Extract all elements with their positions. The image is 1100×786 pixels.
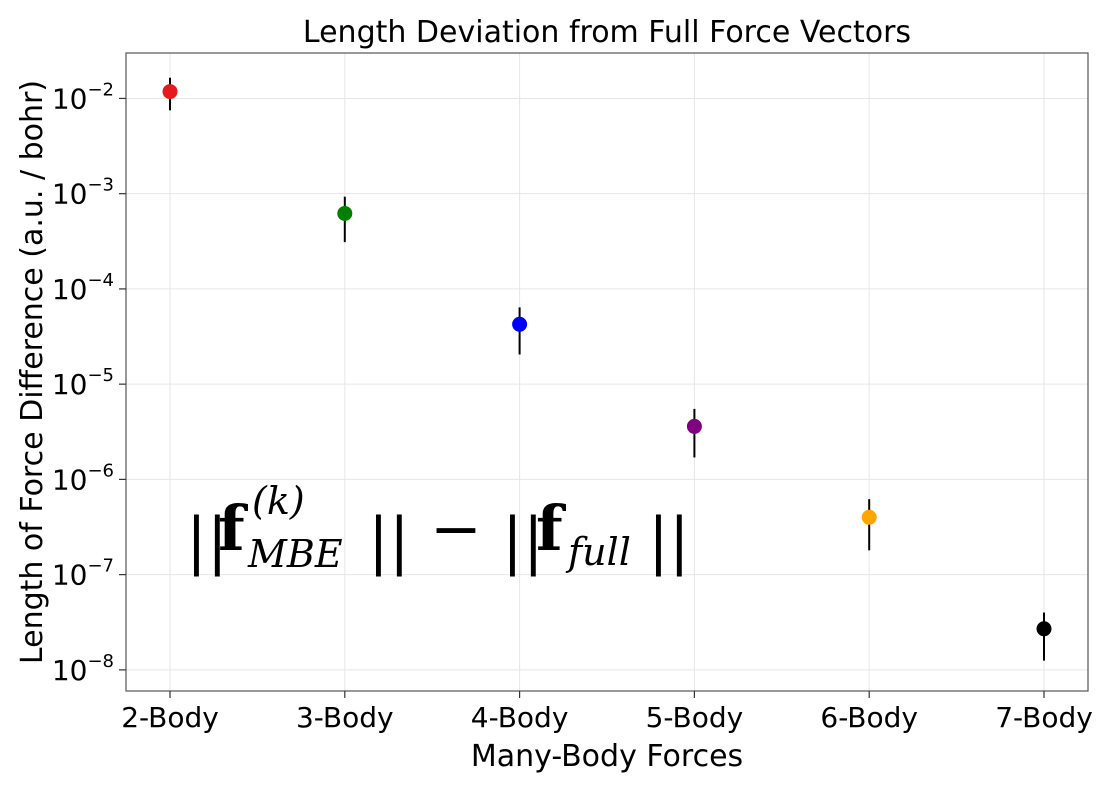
formula-bars-close: ||: [648, 504, 690, 577]
formula-f: f: [218, 492, 248, 565]
y-tick-label: 10−7: [52, 556, 114, 592]
grid: [126, 53, 1088, 691]
x-axis-label: Many-Body Forces: [471, 739, 743, 774]
plot-frame: [125, 52, 1089, 692]
formula-subscript-mbe: MBE: [247, 532, 343, 576]
formula-f-2: f: [536, 492, 566, 565]
y-ticks: 10−2 10−3 10−4 10−5 10−6 10−7 10−8: [52, 79, 126, 687]
x-tick-label: 5-Body: [646, 701, 744, 734]
y-tick-label: 10−3: [52, 175, 114, 211]
y-tick-label: 10−2: [52, 79, 114, 115]
y-tick-label: 10−6: [52, 460, 114, 496]
y-tick-label: 10−4: [52, 270, 114, 306]
x-tick-label: 6-Body: [820, 701, 918, 734]
y-axis-label: Length of Force Difference (a.u. / bohr): [15, 80, 50, 664]
x-tick-label: 7-Body: [995, 701, 1093, 734]
data-point: [1036, 621, 1052, 637]
data-points: [162, 84, 1052, 637]
formula-minus: −: [430, 492, 482, 565]
x-ticks: 2-Body 3-Body 4-Body 5-Body 6-Body 7-Body: [121, 691, 1093, 734]
x-tick-label: 4-Body: [471, 701, 569, 734]
y-tick-label: 10−5: [52, 365, 114, 401]
x-tick-label: 3-Body: [296, 701, 394, 734]
data-point: [337, 205, 353, 221]
formula-annotation: || f (k) MBE || − || f full ||: [186, 479, 690, 577]
data-point: [861, 509, 877, 525]
formula-bars-open-2: ||: [502, 504, 544, 577]
formula-bars-mid: ||: [368, 504, 410, 577]
formula-subscript-full: full: [565, 530, 631, 574]
y-tick-label: 10−8: [52, 651, 114, 687]
data-point: [512, 316, 528, 332]
x-tick-label: 2-Body: [121, 701, 219, 734]
data-point: [162, 84, 178, 100]
formula-superscript: (k): [252, 479, 305, 523]
formula-bars-open: ||: [186, 504, 228, 577]
data-point: [686, 418, 702, 434]
chart-title: Length Deviation from Full Force Vectors: [303, 15, 911, 50]
